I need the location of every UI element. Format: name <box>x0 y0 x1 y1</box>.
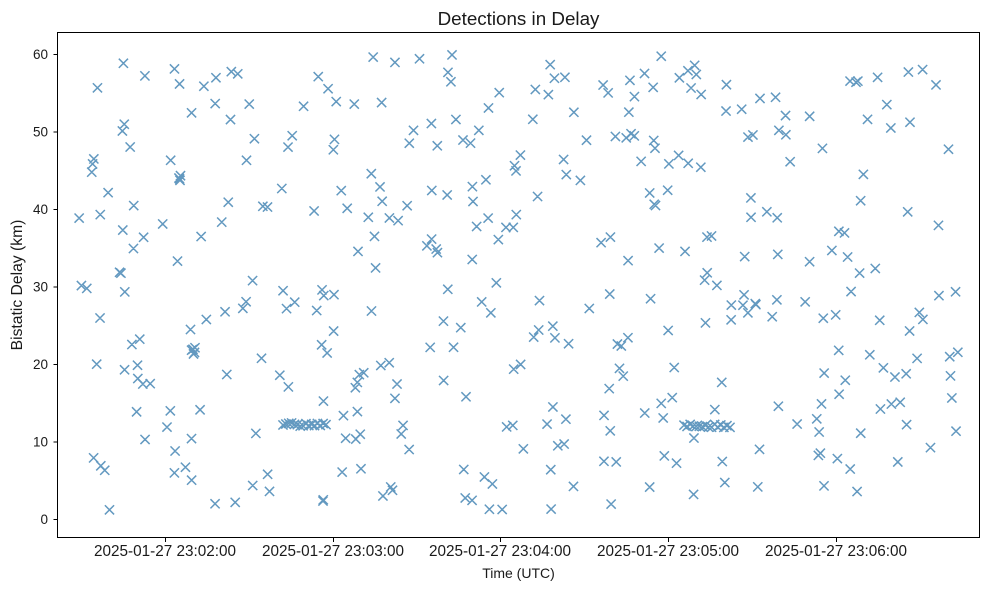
svg-text:60: 60 <box>33 47 48 62</box>
svg-text:2025-01-27 23:02:00: 2025-01-27 23:02:00 <box>94 543 236 560</box>
svg-text:2025-01-27 23:03:00: 2025-01-27 23:03:00 <box>262 543 404 560</box>
svg-text:2025-01-27 23:06:00: 2025-01-27 23:06:00 <box>765 543 907 560</box>
svg-text:0: 0 <box>40 512 48 527</box>
svg-text:20: 20 <box>33 357 48 372</box>
svg-text:2025-01-27 23:04:00: 2025-01-27 23:04:00 <box>429 543 571 560</box>
svg-text:50: 50 <box>33 124 48 139</box>
svg-text:30: 30 <box>33 279 48 294</box>
svg-text:40: 40 <box>33 202 48 217</box>
svg-text:10: 10 <box>33 434 48 449</box>
svg-text:2025-01-27 23:05:00: 2025-01-27 23:05:00 <box>597 543 739 560</box>
